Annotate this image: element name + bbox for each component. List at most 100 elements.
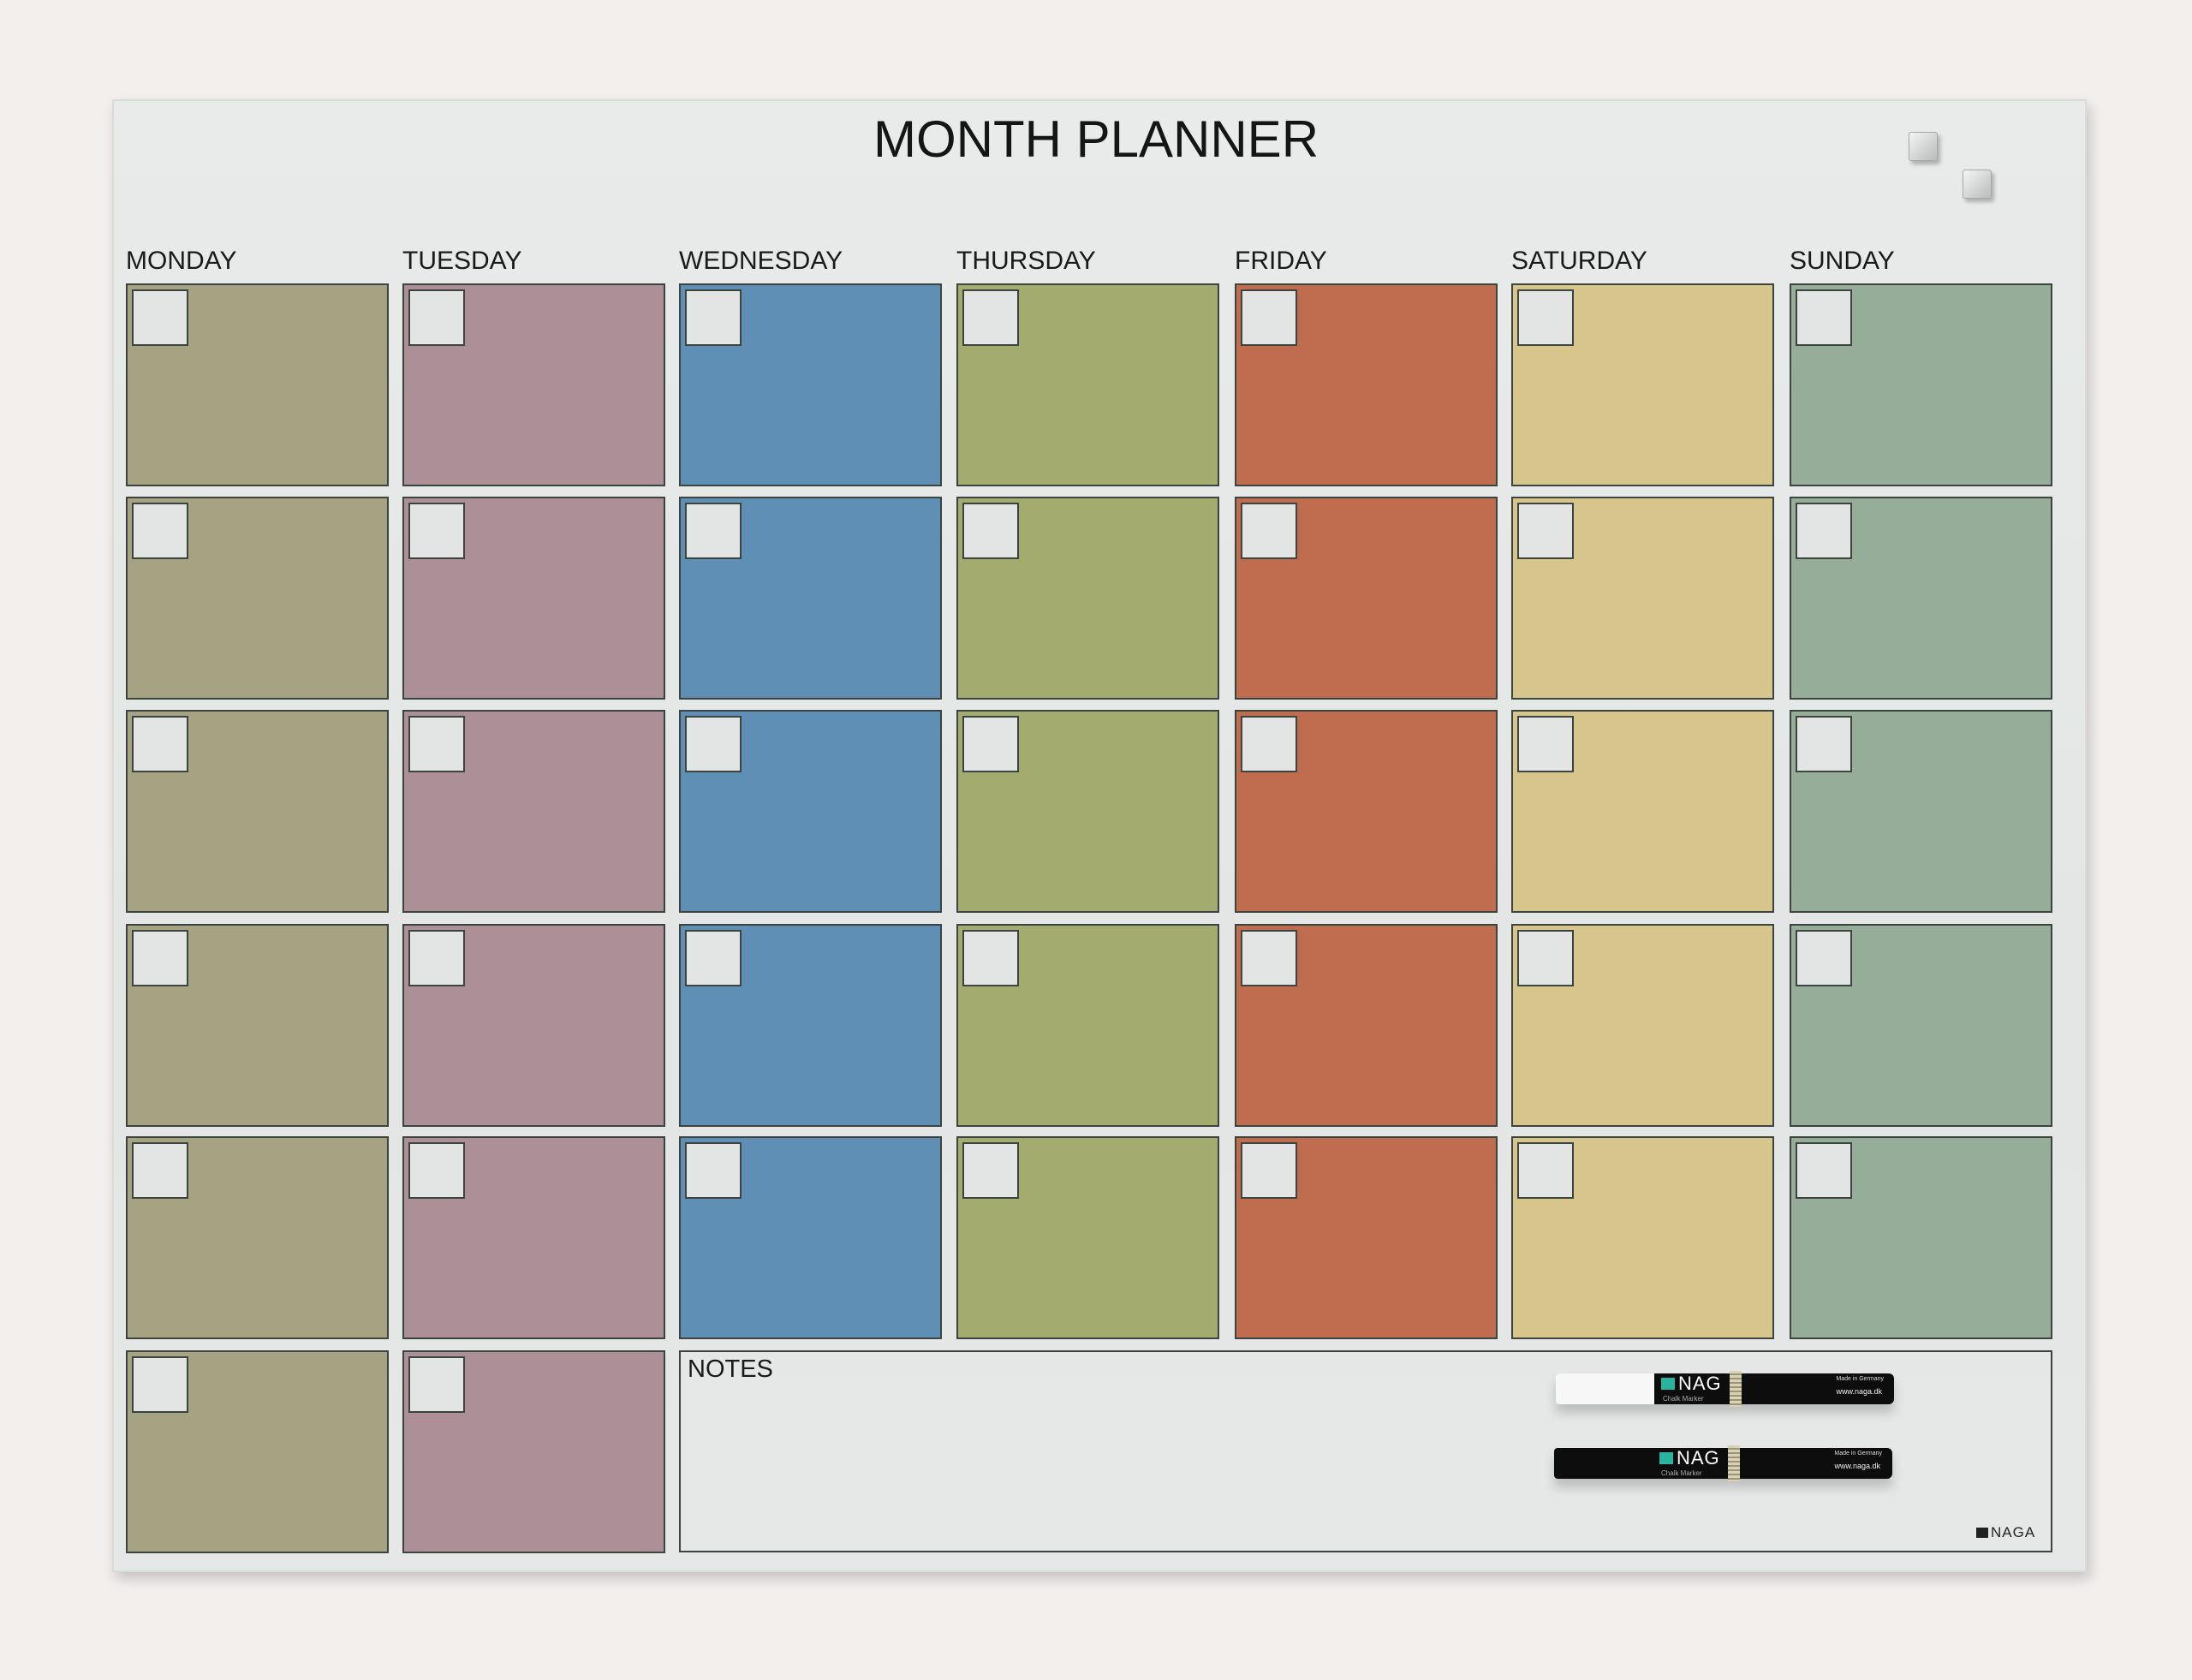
date-box[interactable] xyxy=(132,716,188,772)
day-cell[interactable] xyxy=(1790,283,2052,486)
date-box[interactable] xyxy=(1241,289,1297,346)
brand-logo: NAGA xyxy=(1976,1524,2035,1541)
day-cell[interactable] xyxy=(1511,1136,1774,1339)
date-box[interactable] xyxy=(132,1142,188,1199)
day-cell[interactable] xyxy=(1790,924,2052,1127)
day-label-monday: MONDAY xyxy=(126,247,237,275)
marker-brand: NAG xyxy=(1678,1373,1722,1394)
marker-url: www.naga.dk xyxy=(1836,1387,1882,1396)
date-box[interactable] xyxy=(132,1356,188,1413)
day-cell[interactable] xyxy=(402,924,665,1127)
date-box[interactable] xyxy=(408,1356,465,1413)
date-box[interactable] xyxy=(1241,1142,1297,1199)
logo-text: NAGA xyxy=(1991,1524,2036,1540)
date-box[interactable] xyxy=(408,289,465,346)
notes-label: NOTES xyxy=(688,1355,773,1383)
naga-logo-icon xyxy=(1661,1378,1675,1390)
day-cell[interactable] xyxy=(126,283,389,486)
marker-body: NAG Chalk Marker Made in Germany www.nag… xyxy=(1654,1371,1894,1407)
date-box[interactable] xyxy=(962,1142,1019,1199)
day-cell[interactable] xyxy=(126,497,389,700)
date-box[interactable] xyxy=(1796,930,1852,986)
magnet-icon[interactable] xyxy=(1963,170,1992,199)
date-box[interactable] xyxy=(1517,503,1574,559)
marker-cap xyxy=(1554,1448,1653,1479)
day-cell[interactable] xyxy=(679,710,942,913)
day-cell[interactable] xyxy=(1235,1136,1498,1339)
day-cell[interactable] xyxy=(1790,497,2052,700)
white-chalk-marker[interactable]: NAG Chalk Marker Made in Germany www.nag… xyxy=(1556,1371,1894,1407)
date-box[interactable] xyxy=(685,1142,742,1199)
naga-logo-icon xyxy=(1659,1452,1673,1464)
day-cell[interactable] xyxy=(956,710,1219,913)
day-cell[interactable] xyxy=(1235,283,1498,486)
day-cell[interactable] xyxy=(126,924,389,1127)
day-cell[interactable] xyxy=(1511,497,1774,700)
date-box[interactable] xyxy=(408,930,465,986)
date-box[interactable] xyxy=(1517,930,1574,986)
date-box[interactable] xyxy=(685,716,742,772)
page-title: MONTH PLANNER xyxy=(873,110,1319,168)
day-label-friday: FRIDAY xyxy=(1235,247,1327,275)
day-cell[interactable] xyxy=(679,924,942,1127)
magnet-icon[interactable] xyxy=(1909,132,1938,161)
date-box[interactable] xyxy=(1517,289,1574,346)
day-cell[interactable] xyxy=(679,1136,942,1339)
day-cell[interactable] xyxy=(956,497,1219,700)
day-cell[interactable] xyxy=(1235,924,1498,1127)
day-cell[interactable] xyxy=(402,1350,665,1553)
date-box[interactable] xyxy=(1241,716,1297,772)
date-box[interactable] xyxy=(1517,1142,1574,1199)
day-label-wednesday: WEDNESDAY xyxy=(679,247,843,275)
day-cell[interactable] xyxy=(126,1136,389,1339)
date-box[interactable] xyxy=(962,716,1019,772)
date-box[interactable] xyxy=(1241,503,1297,559)
marker-cap xyxy=(1556,1373,1654,1404)
marker-ring xyxy=(1730,1371,1742,1407)
date-box[interactable] xyxy=(685,289,742,346)
day-cell[interactable] xyxy=(402,497,665,700)
naga-logo-icon xyxy=(1976,1528,1988,1538)
day-cell[interactable] xyxy=(1790,1136,2052,1339)
day-cell[interactable] xyxy=(402,1136,665,1339)
day-cell[interactable] xyxy=(402,283,665,486)
date-box[interactable] xyxy=(962,503,1019,559)
day-cell[interactable] xyxy=(956,283,1219,486)
date-box[interactable] xyxy=(132,930,188,986)
date-box[interactable] xyxy=(1796,1142,1852,1199)
day-label-saturday: SATURDAY xyxy=(1511,247,1647,275)
date-box[interactable] xyxy=(408,1142,465,1199)
date-box[interactable] xyxy=(408,716,465,772)
date-box[interactable] xyxy=(132,503,188,559)
date-box[interactable] xyxy=(1517,716,1574,772)
date-box[interactable] xyxy=(1796,503,1852,559)
date-box[interactable] xyxy=(408,503,465,559)
day-cell[interactable] xyxy=(1235,710,1498,913)
day-cell[interactable] xyxy=(1790,710,2052,913)
day-cell[interactable] xyxy=(402,710,665,913)
date-box[interactable] xyxy=(1241,930,1297,986)
day-cell[interactable] xyxy=(679,283,942,486)
date-box[interactable] xyxy=(962,289,1019,346)
day-cell[interactable] xyxy=(956,1136,1219,1339)
day-cell[interactable] xyxy=(956,924,1219,1127)
black-chalk-marker[interactable]: NAG Chalk Marker Made in Germany www.nag… xyxy=(1554,1445,1892,1481)
date-box[interactable] xyxy=(1796,289,1852,346)
day-cell[interactable] xyxy=(126,710,389,913)
date-box[interactable] xyxy=(685,503,742,559)
day-cell[interactable] xyxy=(1235,497,1498,700)
day-cell[interactable] xyxy=(1511,710,1774,913)
day-cell[interactable] xyxy=(126,1350,389,1553)
date-box[interactable] xyxy=(132,289,188,346)
day-cell[interactable] xyxy=(679,497,942,700)
notes-area[interactable]: NOTES xyxy=(679,1350,2052,1552)
day-cell[interactable] xyxy=(1511,924,1774,1127)
date-box[interactable] xyxy=(962,930,1019,986)
day-cell[interactable] xyxy=(1511,283,1774,486)
marker-type: Chalk Marker xyxy=(1661,1469,1702,1477)
date-box[interactable] xyxy=(685,930,742,986)
marker-brand: NAG xyxy=(1677,1447,1720,1469)
date-box[interactable] xyxy=(1796,716,1852,772)
day-label-tuesday: TUESDAY xyxy=(402,247,522,275)
marker-body: NAG Chalk Marker Made in Germany www.nag… xyxy=(1653,1445,1892,1481)
